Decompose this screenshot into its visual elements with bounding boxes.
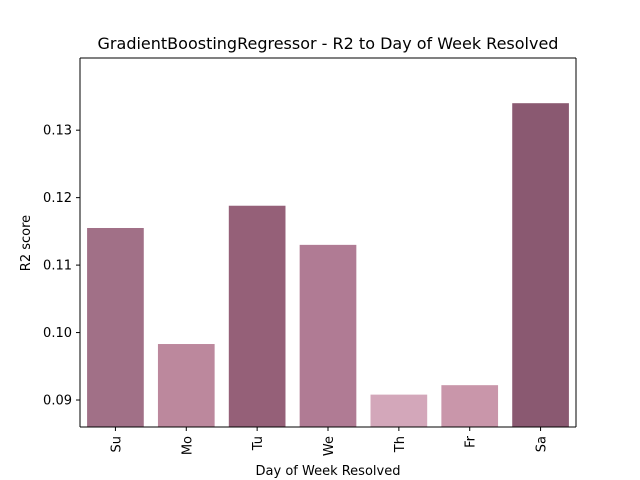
y-axis: 0.09 0.10 0.11 0.12 0.13: [43, 124, 80, 409]
bar-su: [87, 227, 144, 427]
x-axis-label: Day of Week Resolved: [256, 464, 401, 479]
x-tick-label: Tu: [251, 436, 266, 451]
y-tick-label: 0.12: [43, 191, 72, 206]
x-tick-label: Mo: [180, 436, 195, 455]
x-tick-label: We: [322, 436, 337, 456]
bar-we: [299, 244, 357, 427]
bar-tu: [228, 205, 286, 427]
y-tick-label: 0.13: [43, 124, 72, 139]
axes-frame: [79, 57, 577, 428]
bar-fr: [441, 385, 499, 427]
chart-title: GradientBoostingRegressor - R2 to Day of…: [98, 34, 559, 53]
bar-mo: [157, 344, 215, 427]
x-axis: Su Mo Tu We Th Fr Sa: [109, 427, 550, 456]
bar-sa: [512, 103, 569, 427]
bars-group: [87, 103, 569, 427]
y-tick-label: 0.11: [43, 259, 72, 274]
y-tick-label: 0.09: [43, 394, 72, 409]
x-tick-label: Sa: [535, 436, 550, 452]
bar-th: [370, 394, 428, 427]
y-axis-label: R2 score: [19, 215, 34, 271]
y-tick-label: 0.10: [43, 326, 72, 341]
x-tick-label: Fr: [464, 435, 479, 448]
x-tick-label: Su: [109, 436, 124, 453]
x-tick-label: Th: [393, 436, 408, 453]
